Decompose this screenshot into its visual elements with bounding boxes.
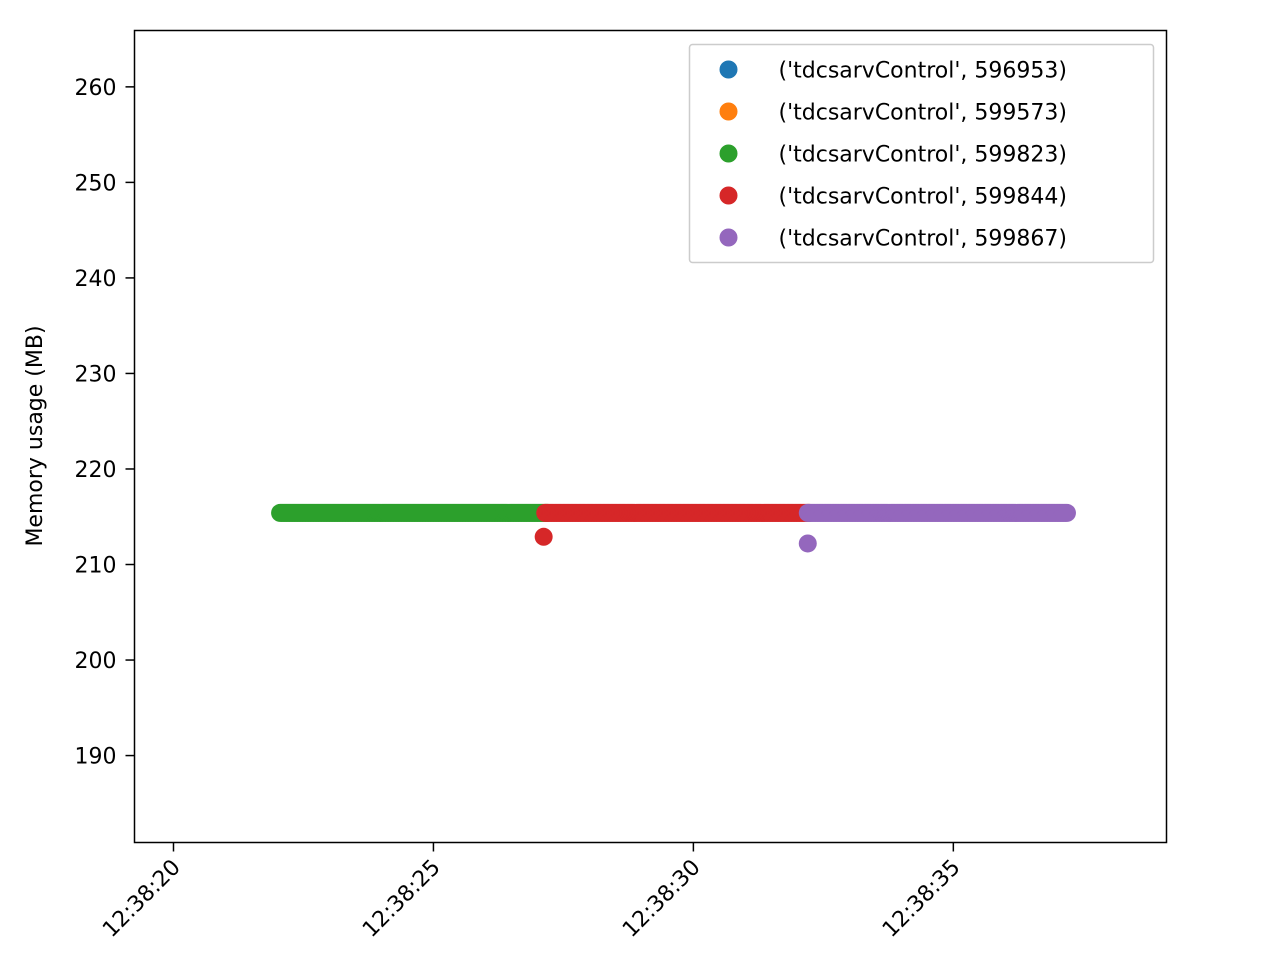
legend-item: ('tdcsarvControl', 599867) — [719, 227, 1067, 252]
data-point — [1057, 503, 1076, 522]
x-tick-label: 12:38:20 — [98, 855, 186, 943]
series-group-2 — [271, 503, 557, 522]
legend-label: ('tdcsarvControl', 599823) — [779, 143, 1067, 168]
legend-label: ('tdcsarvControl', 599573) — [779, 101, 1067, 126]
y-axis-label: Memory usage (MB) — [23, 325, 48, 546]
y-tick-label: 190 — [75, 745, 117, 770]
legend-frame — [688, 43, 1155, 264]
y-tick-label: 250 — [75, 171, 117, 196]
data-points-layer — [271, 503, 1076, 553]
series-group-4 — [798, 503, 1076, 553]
legend-label: ('tdcsarvControl', 596953) — [779, 59, 1067, 84]
legend-marker — [719, 102, 738, 121]
legend-marker — [719, 186, 738, 205]
data-point — [534, 527, 553, 546]
legend-marker — [719, 60, 738, 79]
legend: ('tdcsarvControl', 596953) ('tdcsarvContr… — [688, 43, 1155, 264]
y-axis: 190 200 210 220 230 240 250 260 — [75, 76, 135, 770]
y-tick-label: 260 — [75, 76, 117, 101]
plot-area-frame — [133, 29, 1168, 844]
x-tick-label: 12:38:25 — [358, 855, 446, 943]
x-axis: 12:38:20 12:38:25 12:38:30 12:38:35 — [98, 842, 966, 943]
series-group-3 — [534, 503, 819, 546]
y-tick-label: 230 — [75, 362, 117, 387]
y-tick-label: 210 — [75, 554, 117, 579]
y-tick-label: 240 — [75, 267, 117, 292]
legend-item: ('tdcsarvControl', 599573) — [719, 101, 1067, 126]
legend-item: ('tdcsarvControl', 599823) — [719, 143, 1067, 168]
data-point — [798, 534, 817, 553]
y-tick-label: 200 — [75, 649, 117, 674]
legend-label: ('tdcsarvControl', 599867) — [779, 227, 1067, 252]
legend-marker — [719, 144, 738, 163]
y-tick-label: 220 — [75, 458, 117, 483]
legend-marker — [719, 228, 738, 247]
x-tick-label: 12:38:35 — [878, 855, 966, 943]
legend-item: ('tdcsarvControl', 599844) — [719, 185, 1067, 210]
legend-item: ('tdcsarvControl', 596953) — [719, 59, 1067, 84]
legend-label: ('tdcsarvControl', 599844) — [779, 185, 1067, 210]
x-tick-label: 12:38:30 — [618, 855, 706, 943]
